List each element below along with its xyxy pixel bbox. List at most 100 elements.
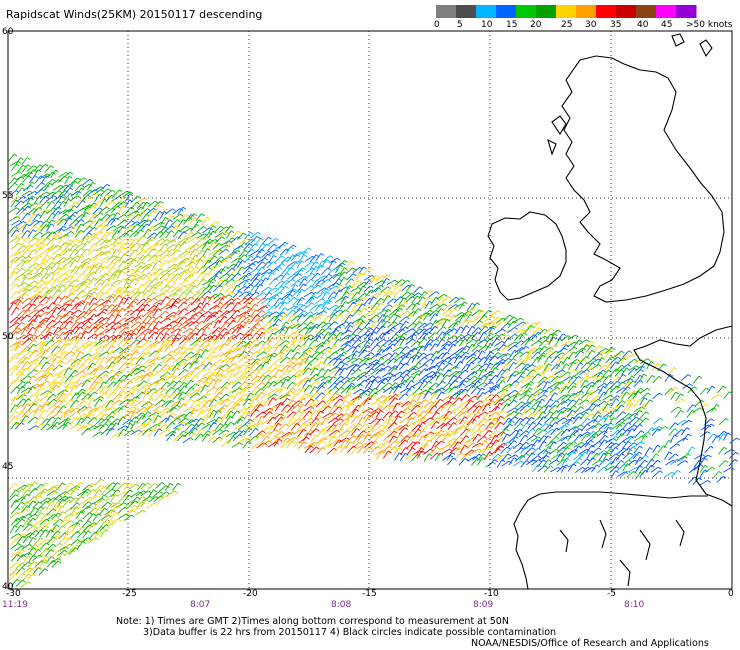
wind-barb-flag (104, 265, 108, 269)
wind-barb (76, 283, 83, 291)
wind-barb-flag (16, 278, 21, 282)
wind-barb-flag (280, 301, 285, 305)
wind-barb-flag (93, 265, 98, 268)
wind-barb-flag (160, 268, 164, 271)
wind-barb (105, 296, 112, 304)
wind-barb-flag (237, 273, 242, 276)
wind-barb-flag (199, 258, 204, 262)
wind-barb (33, 309, 42, 316)
wind-barb (381, 304, 390, 311)
wind-barb (58, 277, 66, 286)
wind-barb-flag (140, 206, 145, 210)
wind-barb (45, 319, 53, 328)
wind-barb (399, 321, 407, 329)
wind-barb-flag (118, 289, 122, 293)
wind-barb-flag (509, 314, 513, 318)
wind-barb-flag (335, 273, 340, 277)
wind-barb (134, 265, 142, 273)
wind-barb (34, 188, 42, 196)
wind-barb-flag (195, 279, 199, 282)
wind-barb-flag (16, 207, 20, 211)
wind-barb (137, 219, 146, 226)
wind-barb (105, 248, 112, 256)
wind-barb-flag (195, 254, 199, 258)
wind-barb (62, 256, 72, 263)
wind-barb (28, 314, 36, 323)
wind-barb (38, 281, 47, 287)
wind-barb (262, 261, 269, 269)
wind-barb (141, 322, 148, 330)
wind-barb-flag (350, 292, 355, 296)
wind-barb (256, 305, 265, 312)
wind-barb-flag (106, 317, 110, 321)
wind-barb-flag (93, 308, 97, 312)
wind-barb (249, 303, 256, 312)
wind-barb-flag (115, 249, 120, 252)
wind-barb-flag (20, 236, 25, 240)
wind-barb (99, 239, 108, 246)
wind-barb-flag (125, 238, 129, 242)
wind-barb (266, 304, 275, 312)
wind-barb-flag (21, 322, 26, 325)
wind-barb-flag (93, 271, 97, 275)
wind-barb (164, 225, 172, 233)
wind-barb (260, 297, 269, 305)
wind-barb (104, 200, 113, 208)
wind-barb (183, 250, 192, 257)
wind-barb-flag (147, 254, 152, 257)
wind-barb-flag (100, 291, 104, 294)
wind-barb-flag (198, 232, 202, 235)
wind-barb-flag (272, 296, 277, 300)
wind-barb (327, 291, 334, 300)
wind-barb (100, 232, 108, 240)
wind-barb-flag (165, 289, 170, 293)
wind-barb-flag (34, 280, 38, 284)
wind-barb-flag (64, 242, 69, 245)
wind-barb (62, 261, 71, 268)
wind-barb-flag (40, 220, 44, 224)
wind-barb-flag (207, 241, 211, 245)
wind-barb-flag (51, 315, 55, 318)
wind-barb (87, 313, 95, 322)
wind-barb-flag (40, 303, 44, 307)
wind-barb-flag (177, 288, 182, 292)
wind-barb (82, 266, 89, 274)
wind-barb-flag (304, 275, 308, 279)
wind-barb (21, 202, 29, 209)
wind-barb-flag (85, 212, 90, 215)
wind-barb (158, 278, 165, 287)
wind-barb (74, 230, 82, 238)
wind-barb-flag (382, 314, 386, 317)
wind-barb (136, 274, 145, 280)
wind-barb (177, 206, 184, 215)
wind-barb-flag (44, 319, 49, 323)
wind-barb-flag (192, 309, 196, 313)
wind-barb-flag (83, 311, 88, 314)
wind-barb (58, 172, 67, 178)
wind-barb (188, 236, 196, 244)
wind-barb (268, 294, 277, 300)
wind-barb-flag (231, 291, 235, 295)
wind-barb (128, 300, 135, 309)
wind-barb (363, 267, 370, 275)
wind-barb (453, 297, 462, 304)
wind-barb (413, 286, 420, 294)
wind-barb-flag (33, 249, 37, 252)
wind-barb (140, 213, 147, 222)
wind-barb-flag (72, 214, 77, 218)
wind-barb-flag (267, 322, 272, 325)
wind-barb (278, 301, 285, 310)
wind-barb-flag (399, 307, 403, 311)
wind-barb-flag (165, 260, 170, 263)
wind-barb-flag (380, 302, 384, 306)
wind-barb (32, 207, 40, 215)
wind-barb-flag (28, 255, 32, 259)
wind-barb-flag (260, 237, 264, 241)
wind-barb (81, 321, 89, 328)
wind-barb (45, 171, 53, 179)
wind-barb (123, 309, 132, 317)
wind-barb-flag (225, 248, 230, 252)
wind-barb (46, 302, 53, 310)
wind-barb-flag (117, 237, 122, 240)
wind-barb (44, 289, 50, 299)
